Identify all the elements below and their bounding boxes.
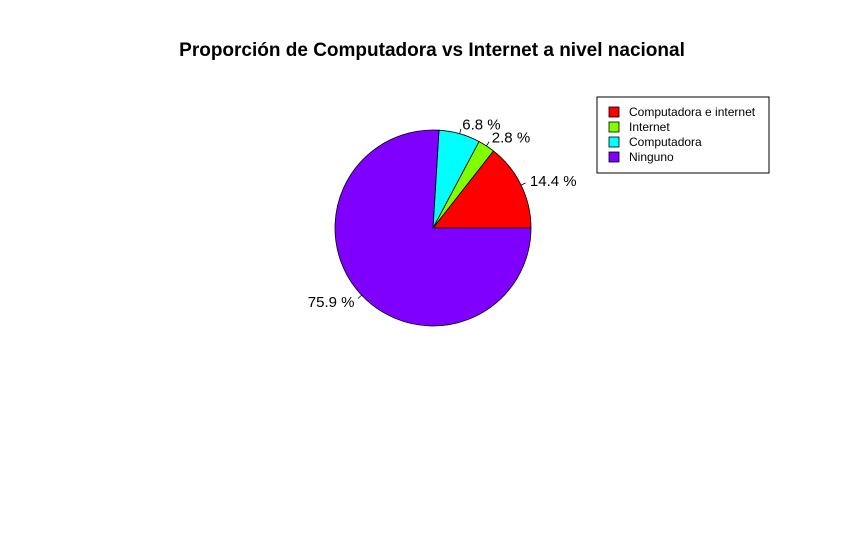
pie-slices xyxy=(334,129,532,327)
legend-swatch-computadora-e-internet xyxy=(608,106,620,118)
legend-box xyxy=(596,96,770,174)
legend-label-ninguno: Ninguno xyxy=(629,150,674,164)
chart-title: Proporción de Computadora vs Internet a … xyxy=(179,40,685,61)
legend-label-computadora-e-internet: Computadora e internet xyxy=(629,105,756,119)
slice-label-ninguno: 75.9 % xyxy=(308,294,355,311)
legend-swatch-internet xyxy=(608,121,620,133)
slice-label-tick xyxy=(486,141,490,147)
slice-labels: 14.4 % 2.8 %6.8 % 75.9 % xyxy=(308,116,577,311)
slice-ninguno xyxy=(334,129,532,327)
legend: Computadora e internetInternetComputador… xyxy=(596,96,770,174)
slice-label-computadora-e-internet: 14.4 % xyxy=(530,173,577,190)
slice-label-tick xyxy=(459,128,462,134)
slice-label-computadora: 6.8 % xyxy=(462,116,500,133)
legend-swatch-ninguno xyxy=(608,151,620,163)
slice-label-tick xyxy=(520,182,526,186)
slice-label-internet: 2.8 % xyxy=(492,130,530,147)
slice-label-tick xyxy=(357,294,362,299)
legend-label-computadora: Computadora xyxy=(629,135,702,149)
legend-label-internet: Internet xyxy=(629,120,670,134)
legend-swatch-computadora xyxy=(608,136,620,148)
slice-computadora-e-internet xyxy=(432,150,532,229)
